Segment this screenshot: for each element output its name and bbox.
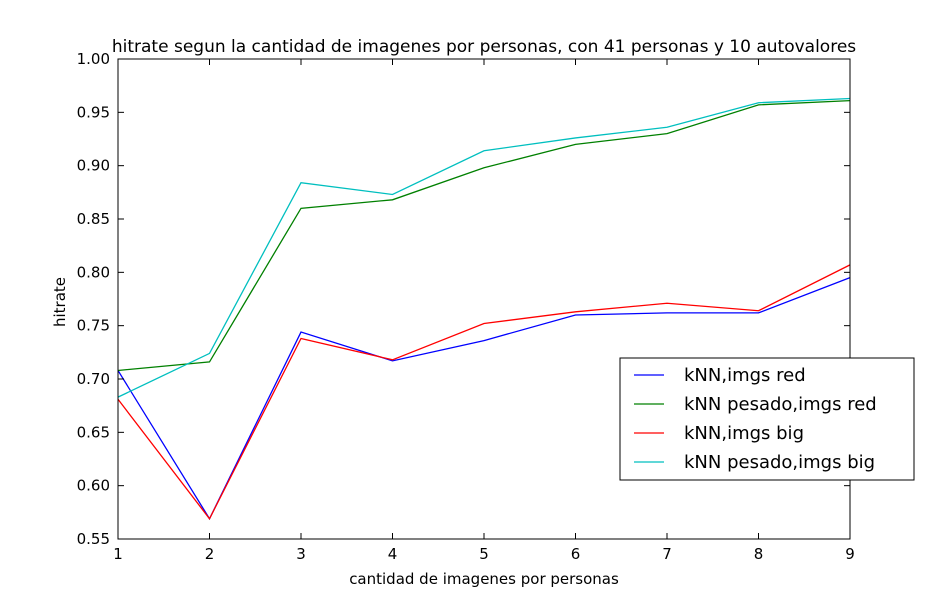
x-tick-label: 8 [754, 545, 764, 563]
y-axis-label: hitrate [51, 277, 69, 327]
ticks-layer: 1 2 3 4 5 6 7 8 9 0.55 0.60 0.65 0.70 0.75 0.80 0.85 0.9… [77, 50, 855, 563]
x-tick-label: 2 [205, 545, 215, 563]
y-tick-label: 0.75 [77, 317, 110, 335]
series-layer [117, 97, 851, 521]
y-tick-label: 0.55 [77, 530, 110, 548]
series-line [117, 99, 851, 372]
x-tick-label: 9 [845, 545, 855, 563]
y-tick-label: 0.60 [77, 477, 110, 495]
x-tick-label: 1 [113, 545, 123, 563]
y-tick-label: 0.80 [77, 263, 110, 281]
y-tick-label: 0.95 [77, 103, 110, 121]
y-tick-label: 0.65 [77, 423, 110, 441]
legend-box [619, 357, 915, 481]
x-axis-label: cantidad de imagenes por personas [349, 570, 619, 588]
legend-label: kNN,imgs big [684, 423, 804, 444]
series-line [117, 277, 851, 521]
chart-title: hitrate segun la cantidad de imagenes po… [112, 37, 856, 57]
x-tick-label: 7 [662, 545, 672, 563]
legend: kNN,imgs red kNN pesado,imgs red kNN,imgs … [619, 357, 915, 481]
series-line [117, 264, 851, 520]
legend-label: kNN,imgs red [684, 365, 806, 386]
y-tick-label: 1.00 [77, 50, 110, 68]
legend-label: kNN pesado,imgs red [684, 394, 877, 415]
x-tick-label: 5 [479, 545, 489, 563]
y-tick-label: 0.90 [77, 157, 110, 175]
x-tick-label: 4 [388, 545, 398, 563]
series-line [117, 97, 851, 398]
legend-label: kNN pesado,imgs big [684, 452, 875, 473]
y-tick-label: 0.85 [77, 210, 110, 228]
plot-frame [117, 58, 851, 540]
y-tick-label: 0.70 [77, 370, 110, 388]
x-tick-label: 6 [571, 545, 581, 563]
x-tick-label: 3 [296, 545, 306, 563]
